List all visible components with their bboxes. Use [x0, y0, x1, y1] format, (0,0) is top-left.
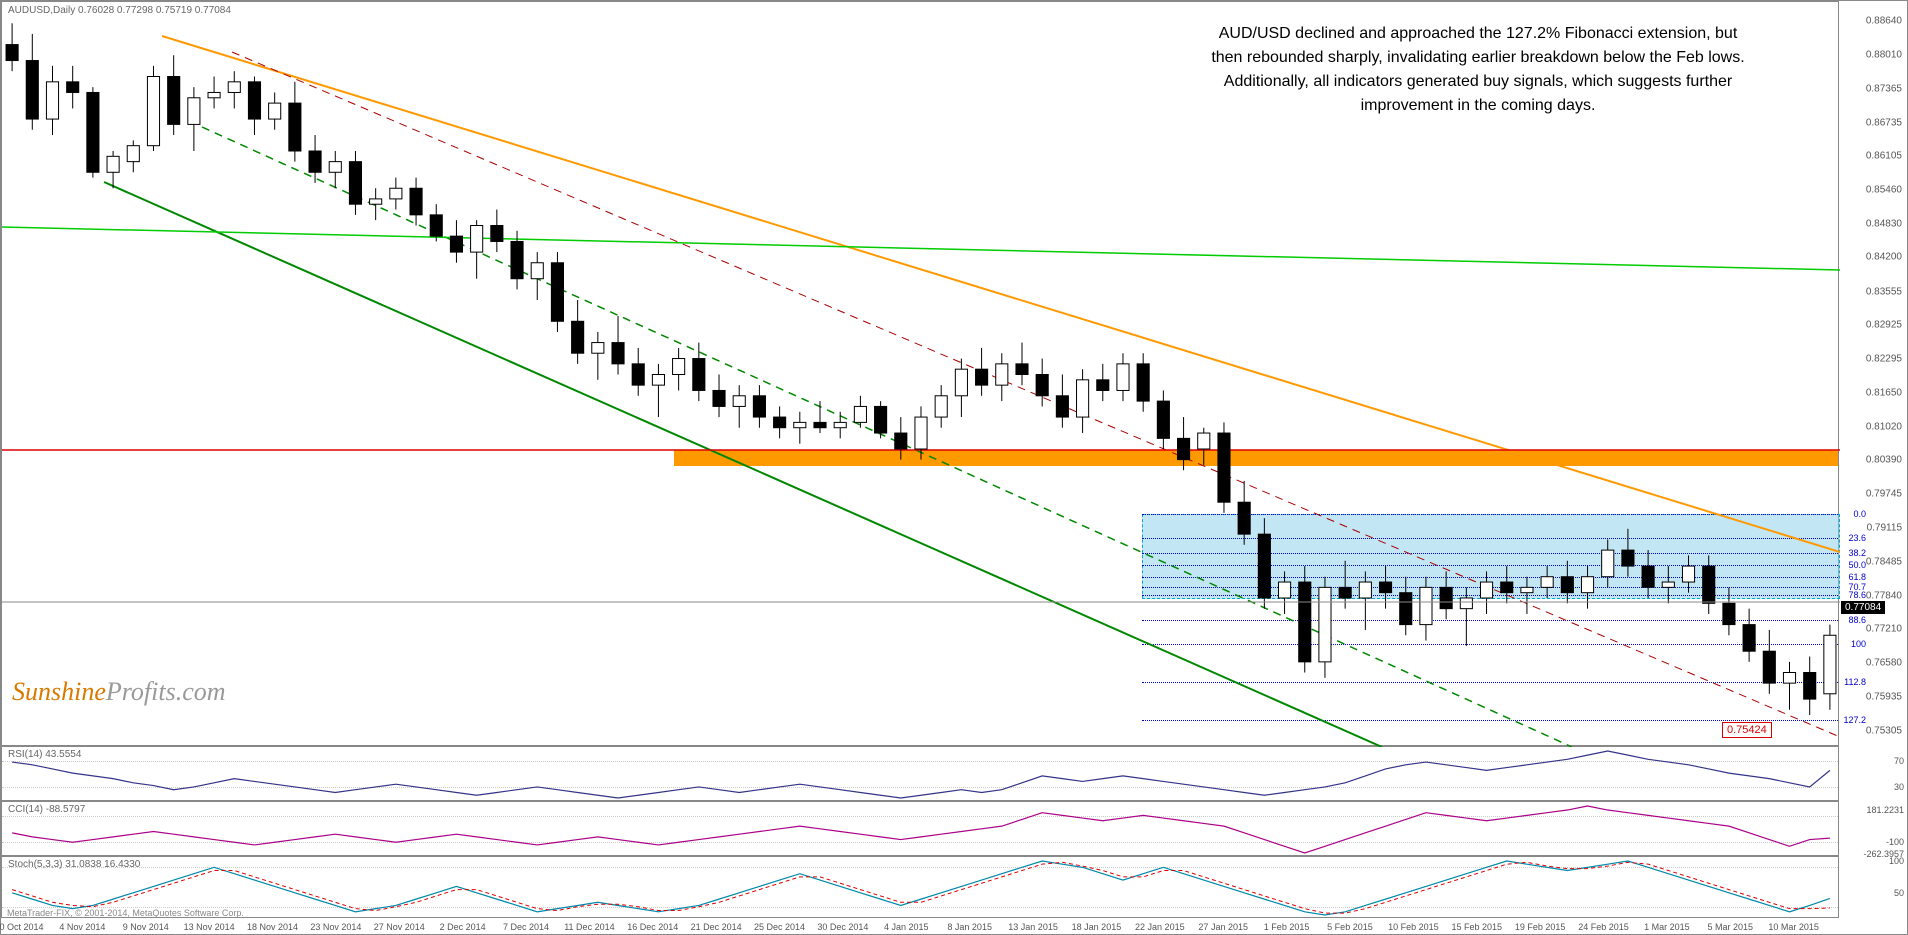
ind-ytick: 30 — [1894, 782, 1904, 792]
x-tick: 27 Jan 2015 — [1198, 922, 1248, 932]
watermark: SunshineProfits.com — [12, 677, 226, 707]
main-price-chart[interactable]: AUDUSD,Daily 0.76028 0.77298 0.75719 0.7… — [1, 1, 1839, 746]
x-tick: 24 Feb 2015 — [1578, 922, 1629, 932]
annotation-text: AUD/USD declined and approached the 127.… — [1208, 22, 1748, 118]
y-axis-column — [1837, 1, 1907, 746]
current-price-tag: 0.77084 — [1841, 601, 1885, 614]
x-tick: 1 Feb 2015 — [1264, 922, 1310, 932]
x-tick: 23 Nov 2014 — [310, 922, 361, 932]
x-tick: 4 Nov 2014 — [59, 922, 105, 932]
x-tick: 13 Jan 2015 — [1008, 922, 1058, 932]
x-tick: 18 Jan 2015 — [1072, 922, 1122, 932]
x-tick: 19 Feb 2015 — [1515, 922, 1566, 932]
cci-panel[interactable]: CCI(14) -88.5797181.2231-100-262.3957 — [1, 801, 1839, 856]
x-tick: 13 Nov 2014 — [184, 922, 235, 932]
x-tick: 5 Feb 2015 — [1327, 922, 1373, 932]
ind-ytick: 181.2231 — [1866, 805, 1904, 815]
x-tick: 22 Jan 2015 — [1135, 922, 1185, 932]
chart-title: AUDUSD,Daily 0.76028 0.77298 0.75719 0.7… — [8, 5, 231, 16]
ind-ytick: 100 — [1889, 856, 1904, 866]
cci-title: CCI(14) -88.5797 — [8, 804, 85, 815]
ind-ytick: 50 — [1894, 888, 1904, 898]
x-tick: 25 Dec 2014 — [754, 922, 805, 932]
x-tick: 10 Feb 2015 — [1388, 922, 1439, 932]
x-tick: 15 Feb 2015 — [1451, 922, 1502, 932]
x-tick: 9 Nov 2014 — [123, 922, 169, 932]
x-tick: 21 Dec 2014 — [691, 922, 742, 932]
x-axis: 30 Oct 2014 4 Nov 2014 9 Nov 2014 13 Nov 20… — [1, 918, 1839, 934]
x-tick: 27 Nov 2014 — [374, 922, 425, 932]
x-tick: 30 Oct 2014 — [0, 922, 44, 932]
x-tick: 16 Dec 2014 — [627, 922, 678, 932]
x-tick: 7 Dec 2014 — [503, 922, 549, 932]
x-tick: 1 Mar 2015 — [1644, 922, 1690, 932]
ind-ytick: 70 — [1894, 756, 1904, 766]
rsi-title: RSI(14) 43.5554 — [8, 749, 81, 760]
x-tick: 10 Mar 2015 — [1768, 922, 1819, 932]
stoch-title: Stoch(5,3,3) 31.0838 16.4330 — [8, 859, 140, 870]
x-tick: 30 Dec 2014 — [817, 922, 868, 932]
low-price-label: 0.75424 — [1722, 722, 1772, 738]
stoch-panel[interactable]: Stoch(5,3,3) 31.0838 16.433010050 — [1, 856, 1839, 918]
chart-container: AUDUSD,Daily 0.76028 0.77298 0.75719 0.7… — [0, 0, 1908, 935]
copyright-text: MetaTrader-FIX, © 2001-2014, MetaQuotes … — [7, 908, 244, 918]
x-tick: 2 Dec 2014 — [440, 922, 486, 932]
ind-ytick: -100 — [1886, 837, 1904, 847]
x-tick: 5 Mar 2015 — [1707, 922, 1753, 932]
x-tick: 18 Nov 2014 — [247, 922, 298, 932]
x-tick: 11 Dec 2014 — [564, 922, 614, 932]
x-tick: 4 Jan 2015 — [884, 922, 929, 932]
x-tick: 8 Jan 2015 — [947, 922, 992, 932]
rsi-panel[interactable]: RSI(14) 43.55547030 — [1, 746, 1839, 801]
